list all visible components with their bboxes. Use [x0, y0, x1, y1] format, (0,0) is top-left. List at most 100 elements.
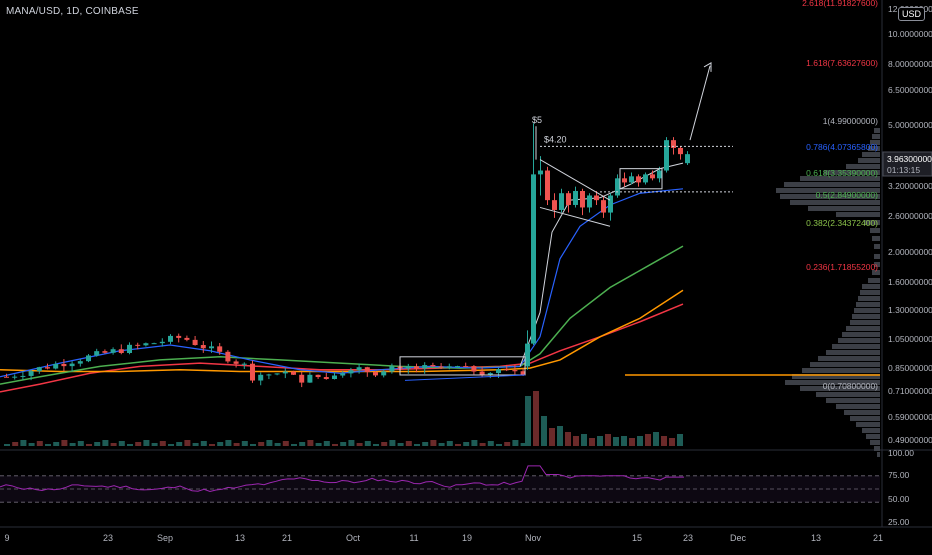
candle	[102, 351, 108, 353]
volume-bar	[209, 444, 215, 446]
volume-bar	[36, 441, 43, 446]
volume-bar	[463, 442, 470, 446]
fib-level-label: 1(4.99000000)	[823, 116, 878, 126]
volume-profile-bar	[870, 440, 880, 445]
volume-profile-bar	[854, 308, 880, 313]
fib-level-label: 0.382(2.34372400)	[806, 218, 878, 228]
candle	[225, 351, 231, 362]
volume-bar	[291, 444, 297, 446]
candle	[545, 170, 550, 201]
bar-countdown: 01:13:15	[887, 165, 920, 175]
volume-bar	[677, 434, 683, 446]
volume-profile-bar	[862, 428, 880, 433]
volume-bar	[613, 437, 619, 446]
flag-upper-line	[539, 159, 611, 201]
volume-profile-bar	[870, 140, 880, 145]
volume-bar	[184, 440, 191, 446]
volume-bar	[241, 441, 248, 446]
volume-bar	[94, 442, 101, 446]
volume-profile-bar	[874, 128, 880, 133]
volume-bar	[430, 440, 437, 446]
volume-bar	[332, 444, 338, 446]
current-price-value: 3.96300000	[887, 154, 932, 164]
candle	[580, 190, 585, 208]
candle	[636, 176, 641, 183]
volume-bar	[299, 442, 306, 446]
symbol-title: MANA/USD, 1D, COINBASE	[6, 6, 139, 17]
candle	[77, 361, 83, 364]
projection-arrow-line	[689, 65, 711, 141]
currency-badge[interactable]: USD	[898, 7, 926, 21]
volume-profile-bar	[842, 332, 880, 337]
volume-profile-bar	[836, 404, 880, 409]
fib-level-label: 0(0.70800000)	[823, 381, 878, 391]
time-axis-tick: 13	[235, 533, 245, 543]
volume-bar	[266, 440, 273, 446]
candle	[332, 375, 337, 380]
candle	[323, 377, 329, 380]
volume-profile-bar	[824, 170, 880, 175]
volume-bar	[629, 438, 635, 446]
candle	[587, 195, 592, 208]
candle	[4, 376, 9, 378]
volume-bar	[645, 434, 651, 446]
volume-bar	[135, 442, 142, 446]
price-axis-tick: 0.85000000	[888, 363, 932, 373]
candle	[28, 371, 34, 376]
candle	[110, 349, 116, 353]
volume-bar	[348, 440, 355, 446]
ema-20-line	[0, 188, 684, 378]
rsi-axis-tick: 25.00	[888, 517, 910, 527]
candle	[151, 343, 157, 345]
volume-profile-bar	[862, 284, 880, 289]
candle	[487, 373, 493, 375]
candle	[307, 374, 313, 383]
flag-box	[619, 168, 663, 190]
candle	[143, 343, 149, 346]
volume-bar	[258, 442, 265, 446]
flag-lower-line	[539, 206, 611, 227]
volume-profile-bar	[818, 356, 880, 361]
candle	[36, 367, 42, 372]
candle	[233, 361, 239, 364]
volume-bar	[77, 441, 84, 446]
volume-bar	[414, 444, 420, 446]
candle	[200, 345, 206, 349]
volume-profile-bar	[802, 368, 880, 373]
candle	[573, 190, 578, 205]
candle	[291, 371, 296, 375]
candle	[61, 363, 67, 367]
volume-bar	[621, 436, 627, 446]
fib-level-label: 2.618(11.91827600)	[802, 0, 878, 8]
volume-bar	[605, 434, 611, 446]
candle	[118, 349, 124, 353]
volume-bar	[525, 396, 531, 446]
volume-profile-bar	[850, 416, 880, 421]
price-axis-tick: 3.20000000	[888, 181, 932, 191]
candle	[217, 346, 223, 352]
volume-bar	[4, 444, 10, 446]
volume-profile-bar	[870, 228, 880, 233]
time-axis-tick: Oct	[346, 533, 361, 543]
volume-bar	[397, 443, 404, 446]
volume-bar	[102, 440, 109, 446]
time-axis-tick: 11	[409, 533, 418, 543]
price-axis-tick: 1.60000000	[888, 277, 932, 287]
volume-profile-bar	[856, 422, 880, 427]
volume-bar	[282, 441, 289, 446]
time-axis-tick: 15	[632, 533, 642, 543]
candle	[566, 193, 571, 205]
fib-level-label: 0.618(3.35390000)	[806, 168, 878, 178]
candle	[159, 341, 165, 344]
candle	[629, 176, 634, 183]
volume-profile-bar	[858, 158, 880, 163]
time-axis-tick: Sep	[157, 533, 173, 543]
candle	[266, 374, 272, 376]
ema-50-line	[0, 245, 684, 385]
candle	[69, 363, 75, 367]
volume-bar	[364, 441, 371, 446]
price-axis-tick: 6.50000000	[888, 85, 932, 95]
rsi-axis-tick: 100.00	[888, 448, 914, 458]
